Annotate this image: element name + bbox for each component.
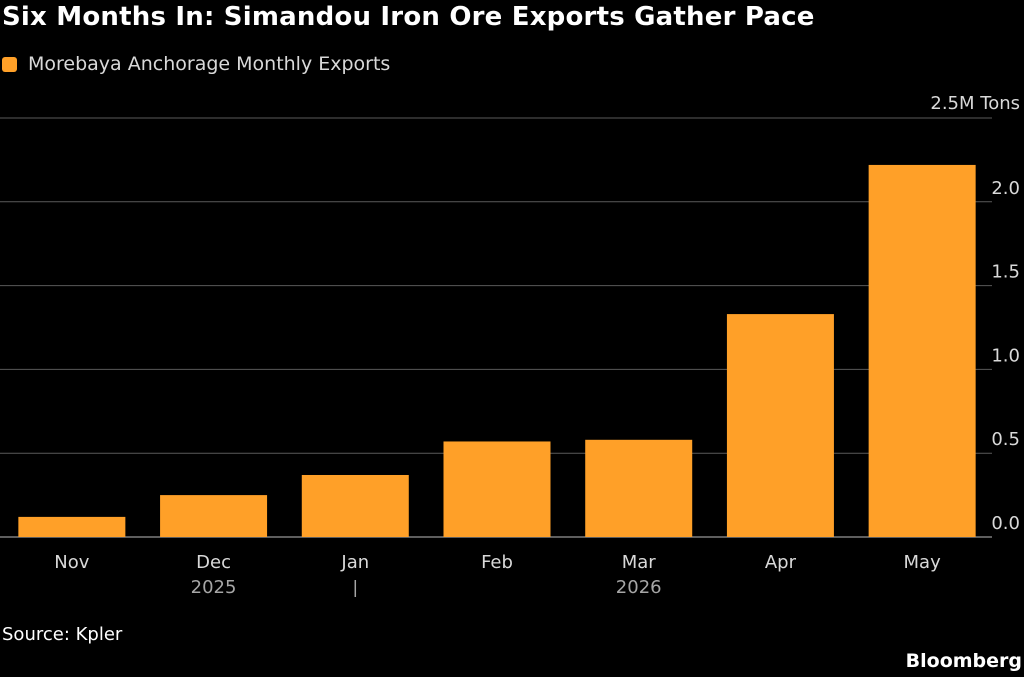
- x-tick-label: Mar: [622, 552, 657, 573]
- y-axis-unit-label: 2.5M Tons: [930, 93, 1020, 114]
- y-tick-label: 0.0: [991, 513, 1020, 534]
- year-label: 2025: [191, 577, 237, 598]
- x-tick-label: May: [904, 552, 942, 573]
- bar-chart: 0.0 0.5 1.0 1.5 2.0 2.5M Tons Nov Dec Jan Feb Mar A…: [0, 93, 1020, 598]
- chart-title: Six Months In: Simandou Iron Ore Exports…: [2, 2, 815, 32]
- y-tick-label: 1.5: [991, 262, 1020, 283]
- bar: [868, 164, 976, 537]
- bloomberg-logo: Bloomberg: [905, 650, 1022, 672]
- x-tick-label: Apr: [765, 552, 797, 573]
- bar: [18, 516, 126, 537]
- bar: [301, 474, 409, 537]
- bar: [160, 495, 268, 537]
- bar: [585, 439, 693, 537]
- x-tick-label: Nov: [54, 552, 89, 573]
- x-tick-label: Dec: [196, 552, 231, 573]
- y-tick-label: 2.0: [991, 178, 1020, 199]
- y-tick-label: 1.0: [991, 345, 1020, 366]
- legend-label: Morebaya Anchorage Monthly Exports: [28, 53, 391, 75]
- year-label: 2026: [616, 577, 662, 598]
- y-tick-label: 0.5: [991, 429, 1020, 450]
- source-note: Source: Kpler: [2, 624, 123, 645]
- bar: [443, 441, 551, 537]
- legend: Morebaya Anchorage Monthly Exports: [2, 53, 390, 75]
- bar: [726, 314, 834, 537]
- legend-swatch: [2, 56, 17, 72]
- x-tick-label: Feb: [481, 552, 513, 573]
- x-tick-label: Jan: [340, 552, 369, 573]
